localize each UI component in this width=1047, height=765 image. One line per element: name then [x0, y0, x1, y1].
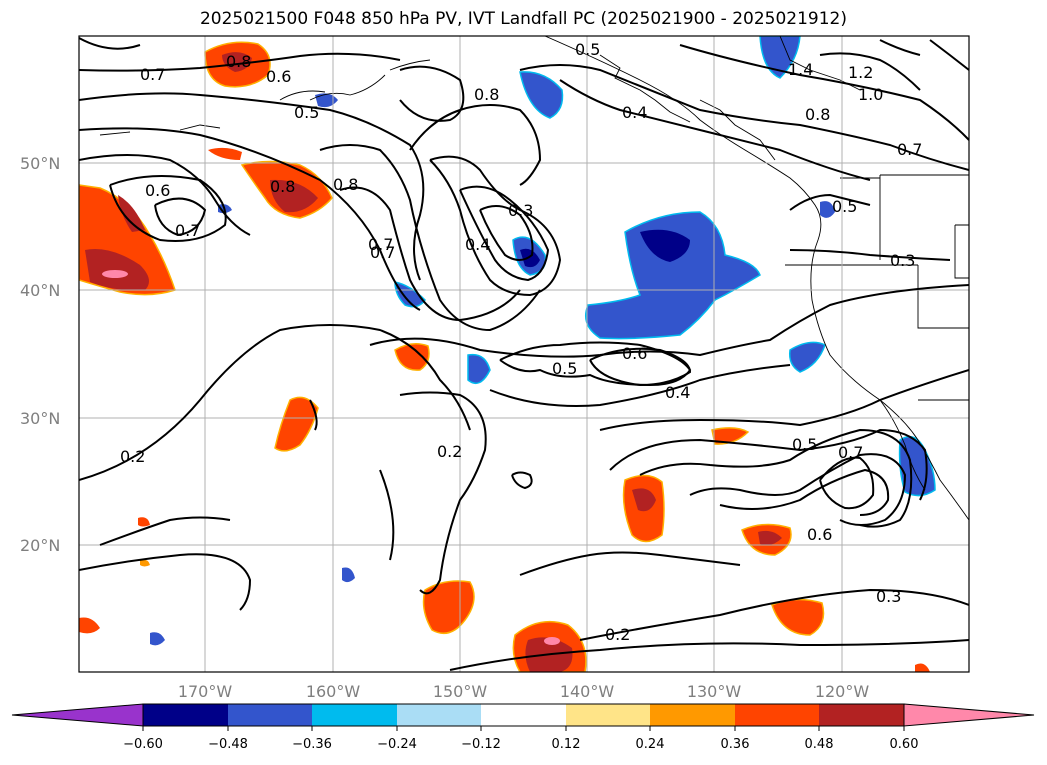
contour-label: 0.5: [792, 435, 817, 454]
contour-label: 0.8: [333, 175, 358, 194]
colorbar-tick-label: −0.48: [208, 737, 248, 752]
colorbar-bin: [650, 704, 735, 726]
ivt-contours: [79, 37, 969, 671]
map-title: 2025021500 F048 850 hPa PV, IVT Landfall…: [199, 9, 847, 29]
contour-label: 0.7: [370, 243, 395, 262]
contour-label: 1.4: [788, 60, 813, 79]
colorbar-extend-high: [903, 703, 1035, 727]
contour-label: 1.2: [848, 63, 873, 82]
colorbar-extend-low: [11, 703, 144, 727]
contour-label: 0.2: [437, 442, 462, 461]
colorbar-bin: [735, 704, 819, 726]
contour-label: 0.2: [120, 447, 145, 466]
colorbar-bin: [819, 704, 904, 726]
contour-label: 0.5: [552, 359, 577, 378]
contour-label: 0.4: [622, 103, 647, 122]
colorbar-tick-label: 0.24: [636, 737, 665, 752]
contour-label: 0.8: [474, 85, 499, 104]
colorbar-bin: [566, 704, 650, 726]
lon-label-160w: 160°W: [306, 682, 361, 701]
contour-label: 0.6: [807, 525, 832, 544]
contour-label: 0.3: [890, 251, 915, 270]
contour-label: 0.4: [665, 383, 690, 402]
contour-label: 0.6: [622, 344, 647, 363]
contour-label: 0.4: [465, 235, 490, 254]
contour-label: 0.7: [897, 140, 922, 159]
colorbar-bin: [397, 704, 481, 726]
lat-label-50n: 50°N: [20, 154, 60, 173]
contour-label: 0.6: [145, 181, 170, 200]
contour-label: 1.0: [858, 85, 883, 104]
contour-label: 0.6: [266, 67, 291, 86]
colorbar-tick-label: 0.12: [552, 737, 581, 752]
lat-label-40n: 40°N: [20, 281, 60, 300]
colorbar-tick-label: −0.36: [292, 737, 332, 752]
lat-label-20n: 20°N: [20, 536, 60, 555]
latitude-labels: 50°N 40°N 30°N 20°N: [20, 154, 60, 555]
colorbar-tick-label: −0.24: [377, 737, 417, 752]
colorbar-tick-label: 0.36: [721, 737, 750, 752]
contour-label: 0.3: [508, 201, 533, 220]
contour-label: 0.7: [368, 235, 393, 254]
colorbar-frame: [142, 703, 905, 727]
longitude-labels: 170°W 160°W 150°W 140°W 130°W 120°W: [178, 682, 870, 701]
lon-label-150w: 150°W: [433, 682, 488, 701]
colorbar-tick-label: 0.48: [805, 737, 834, 752]
colorbar-bin: [481, 704, 566, 726]
contour-label: 0.8: [805, 105, 830, 124]
contour-label: 0.7: [140, 65, 165, 84]
contour-label: 0.8: [226, 52, 251, 71]
contour-label: 0.7: [175, 221, 200, 240]
contour-label: 0.3: [876, 587, 901, 606]
colorbar-bin: [228, 704, 312, 726]
contour-label: 0.5: [294, 103, 319, 122]
lat-label-30n: 30°N: [20, 409, 60, 428]
lon-label-120w: 120°W: [815, 682, 870, 701]
lon-label-170w: 170°W: [178, 682, 233, 701]
colorbar-tick-label: −0.60: [123, 737, 163, 752]
colorbar-tick-label: −0.12: [461, 737, 501, 752]
colorbar: −0.60 −0.48 −0.36 −0.24 −0.12 0.12 0.24 …: [11, 703, 1035, 752]
contour-label: 0.7: [838, 443, 863, 462]
pv-shading: [79, 36, 936, 672]
map-frame: [78, 35, 970, 673]
contour-label-group: 0.7 0.8 0.6 0.5 0.5 0.8 0.4 0.8 0.7 0.6 …: [120, 40, 922, 644]
coastlines: [99, 36, 969, 521]
lon-label-140w: 140°W: [560, 682, 615, 701]
colorbar-bin: [312, 704, 397, 726]
contour-label: 0.5: [575, 40, 600, 59]
lon-label-130w: 130°W: [687, 682, 742, 701]
contour-label: 0.5: [832, 197, 857, 216]
graticule: [79, 36, 969, 672]
contour-label: 0.8: [270, 177, 295, 196]
colorbar-tick-label: 0.60: [890, 737, 919, 752]
contour-label: 0.2: [605, 625, 630, 644]
colorbar-bin: [143, 704, 228, 726]
